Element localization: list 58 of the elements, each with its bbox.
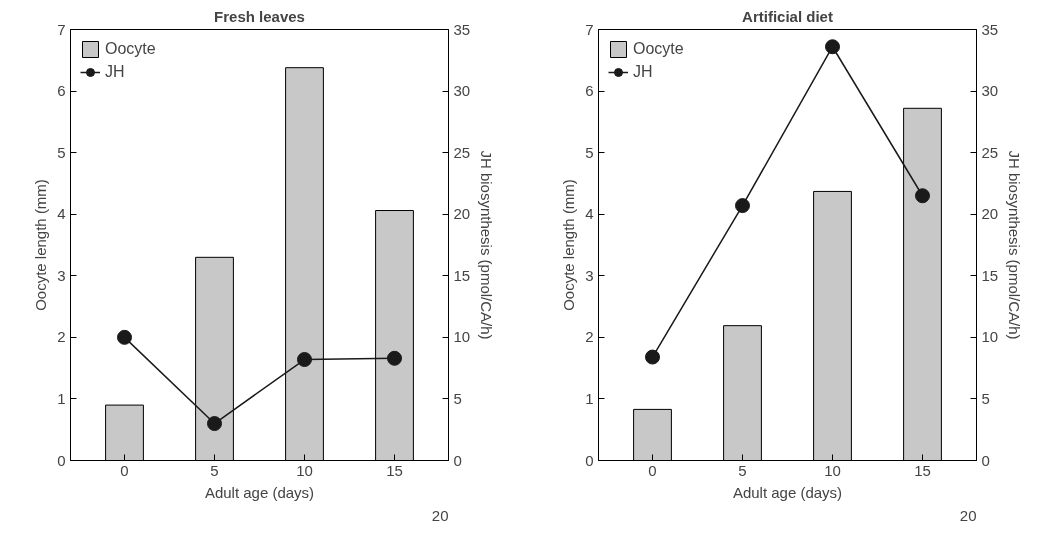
x-tick-label: 15 [386, 461, 403, 479]
y-tick-label: 2 [585, 328, 594, 346]
x-axis-title: Adult age (days) [204, 483, 315, 501]
legend-label: JH [105, 63, 125, 81]
y-tick-label: 1 [585, 389, 594, 407]
y-tick-label: 3 [57, 266, 66, 284]
y-tick-label: 5 [585, 143, 594, 161]
y2-tick-label: 5 [453, 389, 462, 407]
y2-tick-label: 20 [981, 205, 999, 223]
y-axis-title: Oocyte length (mm) [560, 179, 578, 311]
x-tick-label: 0 [120, 461, 129, 479]
point [207, 416, 222, 432]
legend-label: Oocyte [105, 40, 156, 58]
x-tick-label: 0 [648, 461, 657, 479]
y2-tick-label: 35 [981, 20, 999, 38]
y2-tick-label: 25 [981, 143, 999, 161]
y-tick-label: 3 [585, 266, 594, 284]
legend-label: Oocyte [633, 40, 684, 58]
x-tick-label: 5 [738, 461, 747, 479]
x-axis-title: Adult age (days) [732, 483, 843, 501]
x-tick-label: 15 [914, 461, 931, 479]
y-tick-label: 4 [585, 205, 594, 223]
y2-tick-label: 5 [981, 389, 990, 407]
x-tick-label: 10 [296, 461, 313, 479]
y2-tick-label: 10 [981, 328, 999, 346]
point [387, 350, 402, 366]
point [645, 349, 660, 365]
y2-axis-title: JH biosynthesis (pmol/CA/h) [1006, 150, 1024, 340]
text: 20 [431, 506, 449, 524]
y2-tick-label: 10 [453, 328, 471, 346]
x-tick-label: 5 [210, 461, 219, 479]
y2-tick-label: 15 [453, 266, 471, 284]
y2-tick-label: 30 [981, 82, 999, 100]
y-axis-title: Oocyte length (mm) [32, 179, 50, 311]
y-tick-label: 1 [57, 389, 66, 407]
y-tick-label: 6 [57, 82, 66, 100]
point [297, 352, 312, 368]
chart-title: Artificial diet [742, 7, 833, 25]
y-tick-label: 7 [57, 20, 66, 38]
y-tick-label: 5 [57, 143, 66, 161]
y-tick-label: 2 [57, 328, 66, 346]
y2-tick-label: 15 [981, 266, 999, 284]
y2-tick-label: 20 [453, 205, 471, 223]
point [825, 39, 840, 55]
point [117, 329, 132, 345]
chart-title: Fresh leaves [214, 7, 305, 25]
text: 20 [959, 506, 977, 524]
y2-tick-label: 35 [453, 20, 471, 38]
legend-label: JH [633, 63, 653, 81]
y-tick-label: 4 [57, 205, 66, 223]
y2-tick-label: 25 [453, 143, 471, 161]
y-tick-label: 6 [585, 82, 594, 100]
y2-tick-label: 30 [453, 82, 471, 100]
point [735, 198, 750, 214]
y-tick-label: 7 [585, 20, 594, 38]
y2-axis-title: JH biosynthesis (pmol/CA/h) [478, 150, 496, 340]
x-tick-label: 10 [824, 461, 841, 479]
point [915, 188, 930, 204]
